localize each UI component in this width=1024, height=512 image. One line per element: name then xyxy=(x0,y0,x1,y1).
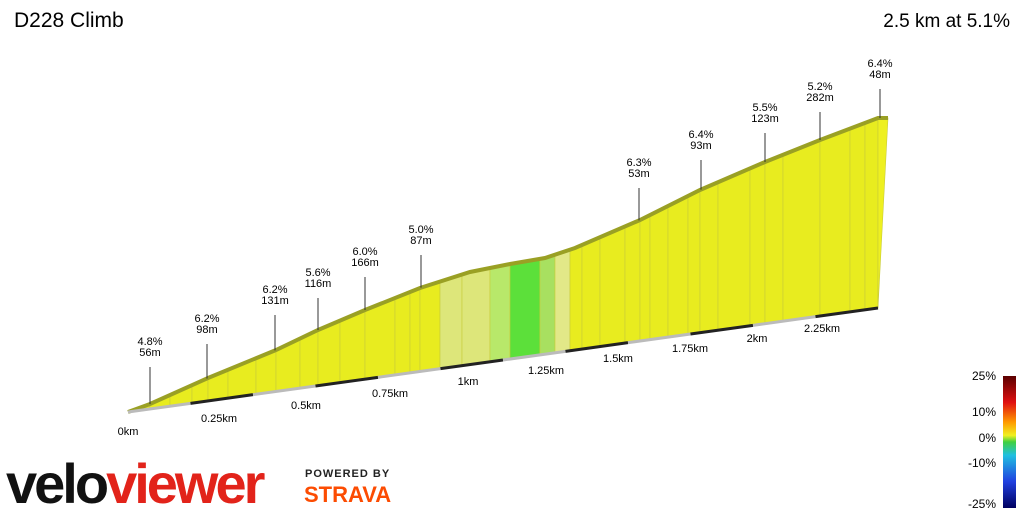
segment-length: 48m xyxy=(869,69,890,81)
profile-slice xyxy=(554,249,571,354)
base-line xyxy=(690,323,754,336)
profile-slice xyxy=(569,244,583,352)
base-line xyxy=(565,341,629,353)
profile-slice xyxy=(439,274,463,370)
base-line xyxy=(502,349,566,362)
distance-label: 1.5km xyxy=(603,353,633,365)
profile-slice xyxy=(509,258,541,360)
segment-length: 53m xyxy=(628,168,649,180)
base-line xyxy=(440,358,504,371)
legend-label: -25% xyxy=(968,497,996,511)
profile-slice xyxy=(639,214,651,342)
profile xyxy=(127,116,889,414)
base-line xyxy=(815,306,879,319)
profile-edge xyxy=(127,116,888,414)
profile-slice xyxy=(489,263,511,363)
profile-slice xyxy=(461,267,491,367)
base-line xyxy=(377,367,441,379)
logo: veloviewer xyxy=(6,452,265,512)
distance-label: 1.75km xyxy=(672,343,708,355)
segment-length: 131m xyxy=(261,295,289,307)
segment-length: 87m xyxy=(410,235,431,247)
distance-label: 0.5km xyxy=(291,400,321,412)
segment-grade: 6.0% xyxy=(352,246,377,258)
profile-slice xyxy=(687,189,701,335)
profile-slice xyxy=(864,117,879,311)
profile-slice xyxy=(649,205,669,340)
segment-grade: 6.3% xyxy=(626,157,651,169)
profile-slice xyxy=(539,254,556,356)
legend-label: 10% xyxy=(972,405,996,419)
legend-label: -10% xyxy=(968,456,996,470)
profile-slice xyxy=(599,226,626,347)
segment-length: 282m xyxy=(806,92,834,104)
legend-label: 25% xyxy=(972,369,996,383)
profile-slice xyxy=(749,161,766,327)
base-line xyxy=(627,332,691,345)
distance-label: 0km xyxy=(118,426,139,438)
distance-label: 2.25km xyxy=(804,323,840,335)
profile-slice xyxy=(782,139,821,322)
profile-slice xyxy=(699,181,719,334)
segment-grade: 6.4% xyxy=(867,58,892,70)
profile-slice xyxy=(764,154,784,325)
profile-slice xyxy=(419,281,441,372)
powered-by: POWERED BY xyxy=(305,468,390,480)
legend-bar xyxy=(1003,376,1016,508)
profile-slice xyxy=(581,236,601,350)
segment-grade: 4.8% xyxy=(137,336,162,348)
profile-slice xyxy=(849,122,866,313)
segment-length: 166m xyxy=(351,257,379,269)
segment-length: 56m xyxy=(139,347,160,359)
profile-slice xyxy=(667,195,689,338)
profile-slice xyxy=(624,219,641,344)
segment-grade: 5.6% xyxy=(305,267,330,279)
title: D228 Climb xyxy=(14,9,124,32)
summary: 2.5 km at 5.1% xyxy=(883,11,1010,32)
base-line xyxy=(752,315,816,327)
segment-grade: 5.0% xyxy=(408,224,433,236)
profile-slice xyxy=(819,128,851,317)
segment-grade: 5.2% xyxy=(807,81,832,93)
profile-slice xyxy=(717,168,751,331)
segment-grade: 5.5% xyxy=(752,102,777,114)
distance-label: 0.25km xyxy=(201,413,237,425)
base-line xyxy=(252,384,316,397)
distance-label: 0.75km xyxy=(372,388,408,400)
profile-slice xyxy=(409,287,421,374)
base-line xyxy=(315,375,379,388)
distance-label: 1.25km xyxy=(528,365,564,377)
segment-length: 93m xyxy=(690,140,711,152)
legend-label: 0% xyxy=(979,431,997,445)
distance-label: 2km xyxy=(747,333,768,345)
base-line xyxy=(127,401,191,414)
segment-grade: 6.2% xyxy=(262,284,287,296)
base-line xyxy=(190,393,254,405)
segment-grade: 6.2% xyxy=(194,313,219,325)
segment-length: 116m xyxy=(305,278,332,290)
segment-length: 98m xyxy=(196,324,217,336)
strava-logo: STRAVA xyxy=(304,482,391,507)
distance-label: 1km xyxy=(458,376,479,388)
profile-end xyxy=(877,117,889,309)
segment-length: 123m xyxy=(751,113,779,125)
profile-slice xyxy=(394,291,411,376)
segment-grade: 6.4% xyxy=(688,129,713,141)
